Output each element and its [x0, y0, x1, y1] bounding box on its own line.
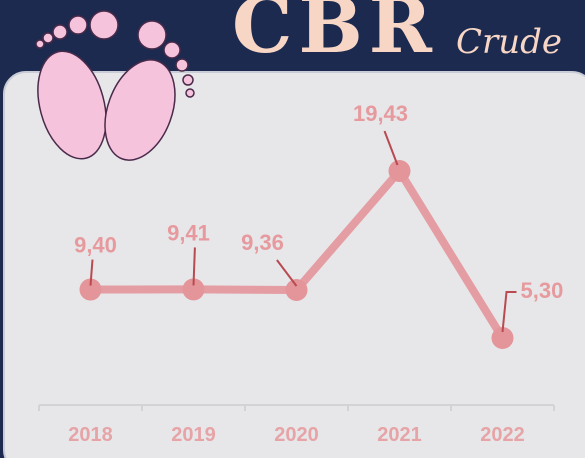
data-label: 9,40 — [74, 233, 117, 258]
point — [388, 160, 411, 182]
baby-feet-icon — [35, 10, 195, 161]
leader-line — [192, 247, 196, 286]
chart-subtitle: Crude — [456, 22, 562, 62]
point — [79, 278, 102, 301]
leader-line — [276, 259, 298, 287]
chart-title: CBR — [232, 0, 438, 70]
point — [182, 278, 205, 301]
data-label: 5,30 — [521, 278, 564, 303]
leader-line — [89, 259, 94, 286]
plot-panel — [3, 71, 585, 458]
point — [285, 279, 308, 302]
data-label: 9,36 — [241, 230, 284, 255]
x-tick-label: 2018 — [68, 424, 113, 446]
data-label: 9,41 — [167, 220, 210, 245]
point — [491, 327, 514, 349]
data-label: 19,43 — [353, 101, 408, 126]
leader-line — [501, 291, 517, 333]
x-tick-label: 2022 — [480, 424, 525, 446]
x-tick-label: 2020 — [274, 424, 319, 446]
x-tick-label: 2021 — [377, 424, 422, 446]
leader-line — [383, 130, 399, 166]
x-tick-label: 2019 — [171, 424, 216, 446]
